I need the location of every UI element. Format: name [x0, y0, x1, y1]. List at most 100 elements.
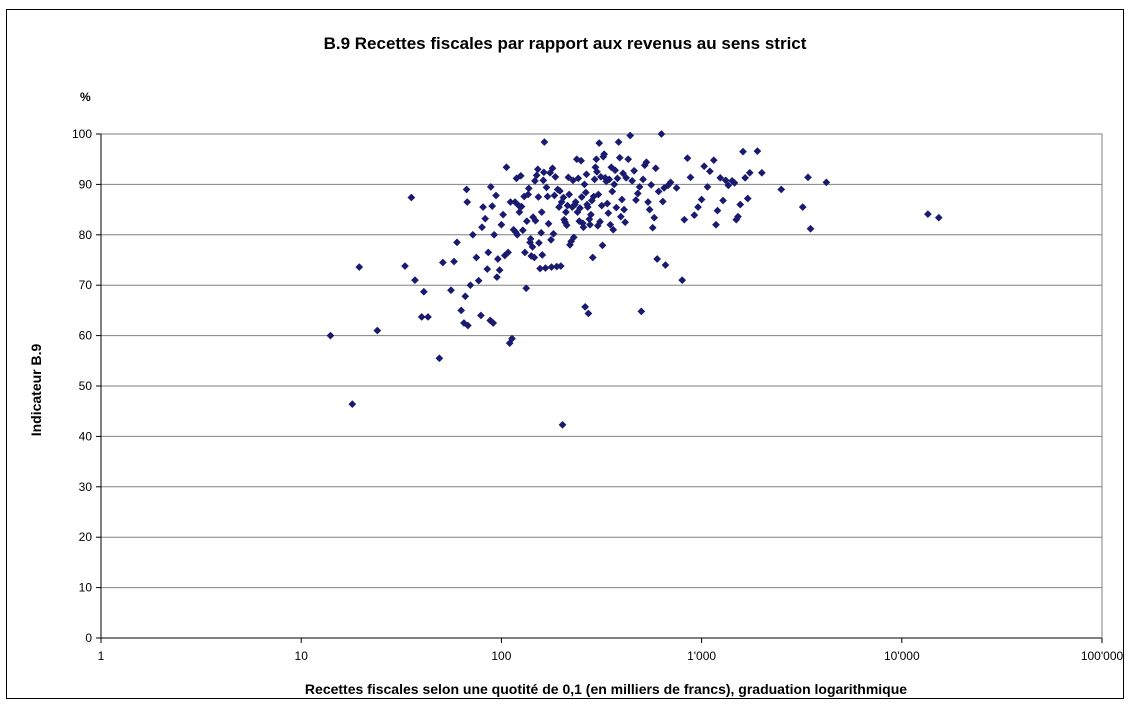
data-point [557, 198, 566, 206]
data-point [502, 163, 511, 172]
data-point [592, 155, 601, 164]
data-point [624, 155, 633, 164]
data-point [604, 209, 613, 218]
data-point [486, 316, 495, 325]
data-point [539, 168, 548, 177]
data-point [635, 182, 644, 191]
axes [96, 133, 1103, 643]
data-point [628, 176, 637, 185]
data-point [499, 210, 508, 219]
data-point [550, 191, 559, 200]
data-point [777, 185, 786, 194]
data-point [705, 167, 714, 176]
data-point [581, 302, 590, 311]
data-point [822, 178, 831, 187]
data-point [680, 215, 689, 224]
data-point [610, 180, 619, 189]
data-point [598, 241, 607, 250]
data-point [463, 321, 472, 330]
x-axis-title: Recettes fiscales selon une quotité de 0… [304, 681, 908, 697]
data-point [621, 218, 630, 227]
data-point [574, 174, 583, 183]
data-point [690, 211, 699, 220]
y-tick-label: 0 [85, 631, 92, 645]
data-point [592, 167, 601, 176]
y-unit-label: % [80, 90, 91, 104]
data-point [613, 174, 622, 183]
data-point [672, 183, 681, 192]
data-point [590, 175, 599, 184]
data-point [542, 183, 551, 192]
data-point [532, 171, 541, 180]
data-point [632, 196, 640, 204]
y-tick-label: 60 [79, 329, 93, 343]
x-tick-label: 1 [98, 649, 105, 663]
data-point [923, 210, 932, 219]
data-point [407, 193, 416, 202]
data-point [712, 220, 720, 229]
data-point [528, 242, 537, 251]
data-point [586, 220, 594, 229]
data-point [607, 163, 616, 172]
data-point [486, 182, 495, 191]
data-point [438, 258, 447, 267]
data-point [453, 238, 461, 247]
data-point [654, 187, 663, 196]
data-point [639, 175, 648, 184]
data-point [582, 170, 591, 179]
data-point [678, 276, 687, 285]
data-point [508, 334, 516, 343]
data-point [581, 188, 590, 197]
data-point [611, 166, 620, 175]
data-point [537, 228, 546, 237]
data-point [556, 262, 565, 271]
data-point [559, 193, 568, 202]
data-point [619, 169, 627, 178]
data-point [463, 198, 472, 206]
data-point [548, 164, 557, 173]
data-point [355, 263, 364, 272]
data-point [450, 257, 458, 266]
data-point [596, 217, 605, 226]
data-point [753, 147, 762, 156]
data-point [539, 176, 548, 185]
data-point [468, 230, 477, 239]
data-point [609, 225, 618, 234]
data-point [488, 202, 497, 211]
data-point [588, 253, 597, 262]
data-point [533, 165, 542, 174]
data-point [580, 180, 589, 189]
data-point [645, 205, 654, 214]
data-point [583, 203, 592, 212]
data-point [326, 331, 335, 340]
data-point [647, 180, 656, 189]
data-point [806, 224, 815, 233]
data-point [571, 198, 580, 206]
data-point [595, 139, 604, 148]
chart-title: B.9 Recettes fiscales par rapport aux re… [323, 34, 807, 53]
data-point [600, 150, 609, 159]
data-point [476, 311, 485, 320]
data-point [686, 173, 695, 182]
data-point [462, 185, 471, 194]
data-point [804, 173, 812, 182]
data-point [424, 312, 432, 321]
data-point [644, 198, 652, 206]
data-point [515, 208, 524, 217]
data-point [934, 213, 943, 222]
data-point [495, 266, 504, 275]
data-point [719, 196, 728, 205]
data-point [530, 253, 539, 262]
data-point [657, 130, 666, 138]
y-tick-label: 10 [79, 581, 93, 595]
data-point [798, 203, 807, 212]
data-point [630, 166, 639, 175]
data-point [736, 200, 745, 209]
data-point [561, 208, 570, 217]
data-point [492, 191, 500, 200]
data-point [466, 281, 475, 290]
data-point [622, 173, 631, 182]
data-point [577, 156, 586, 165]
x-tick-label: 100 [491, 649, 511, 663]
